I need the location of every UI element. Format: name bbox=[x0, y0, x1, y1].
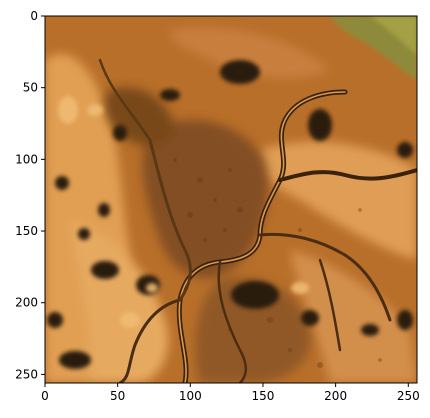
satellite-image bbox=[45, 16, 417, 383]
y-tick-label: 150 bbox=[15, 224, 38, 238]
x-axis: 0 50 100 150 200 250 bbox=[41, 383, 420, 403]
x-tick-label: 0 bbox=[41, 389, 49, 403]
x-tick-label: 100 bbox=[179, 389, 202, 403]
river-channels bbox=[98, 58, 417, 383]
x-tick-label: 50 bbox=[110, 389, 125, 403]
y-tick-label: 50 bbox=[23, 81, 38, 95]
y-axis: 0 50 100 150 200 250 bbox=[15, 9, 45, 381]
y-tick-label: 0 bbox=[30, 9, 38, 23]
plot-frame bbox=[44, 15, 418, 384]
x-tick-label: 250 bbox=[397, 389, 420, 403]
y-tick-label: 200 bbox=[15, 296, 38, 310]
x-tick-label: 150 bbox=[252, 389, 275, 403]
x-tick-label: 200 bbox=[324, 389, 347, 403]
y-tick-label: 100 bbox=[15, 152, 38, 166]
lakes bbox=[47, 60, 413, 369]
y-tick-label: 250 bbox=[15, 367, 38, 381]
